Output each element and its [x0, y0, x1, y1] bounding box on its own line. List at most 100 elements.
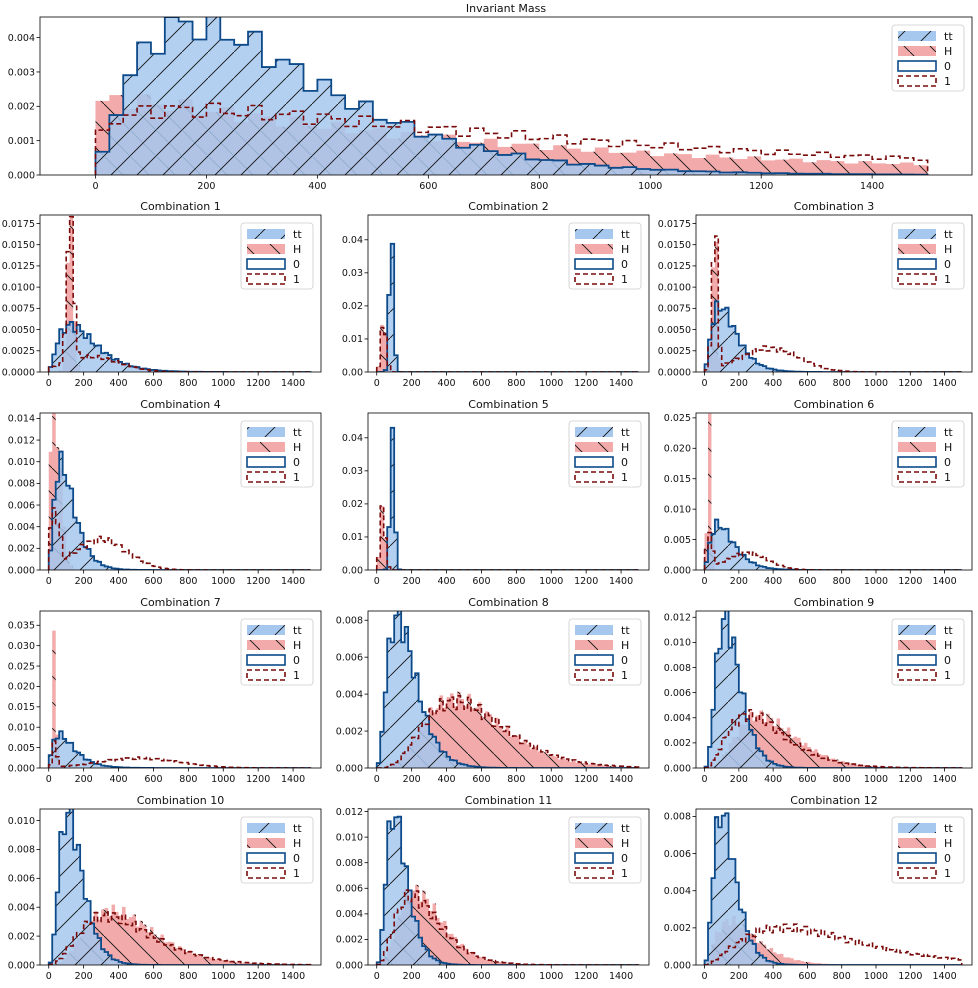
x-tick-label: 1400 — [281, 576, 305, 587]
x-tick-label: 400 — [109, 774, 127, 785]
x-tick-label: 200 — [403, 576, 421, 587]
legend-swatch — [574, 471, 614, 483]
x-tick-label: 200 — [403, 774, 421, 785]
x-tick-label: 1000 — [864, 774, 888, 785]
panel-title: Combination 9 — [794, 596, 874, 609]
x-tick-label: 1000 — [864, 971, 888, 982]
legend-label: 0 — [621, 258, 628, 271]
legend-label: 0 — [621, 654, 628, 667]
tt-histogram-hatch — [48, 809, 311, 965]
legend-swatch — [246, 867, 286, 879]
plot-area — [47, 809, 312, 965]
legend: tt H 0 1 — [568, 222, 642, 290]
y-tick-label: 0.030 — [8, 641, 35, 652]
legend-label: 0 — [621, 456, 628, 469]
legend-swatch — [897, 471, 937, 483]
legend-label: H — [944, 45, 952, 58]
x-tick-label: 200 — [75, 971, 93, 982]
y-tick-label: 0.000 — [8, 170, 35, 181]
legend: tt H 0 1 — [891, 24, 965, 92]
x-tick-label: 1000 — [211, 971, 235, 982]
x-tick-label: 400 — [109, 378, 127, 389]
axes-frame — [367, 610, 650, 769]
x-tick-label: 1000 — [211, 576, 235, 587]
panel-title: Combination 10 — [137, 794, 224, 807]
x-tick-label: 0 — [374, 774, 380, 785]
y-tick-label: 0.03 — [342, 268, 363, 279]
y-tick-label: 0.025 — [8, 661, 35, 672]
legend-box — [240, 816, 314, 884]
legend-swatch — [897, 456, 937, 468]
y-tick-label: 0.012 — [664, 613, 691, 624]
legend-swatch — [897, 669, 937, 681]
legend-label: H — [944, 441, 952, 454]
legend-swatch — [897, 75, 937, 87]
legend: tt H 0 1 — [240, 816, 314, 884]
y-tick-label: 0.010 — [8, 457, 35, 468]
axes-frame — [39, 412, 322, 571]
legend-label: 0 — [944, 258, 951, 271]
legend-label: 0 — [293, 852, 300, 865]
y-tick-label: 0.004 — [8, 903, 35, 914]
legend-swatch — [246, 456, 286, 468]
x-tick-label: 1200 — [898, 971, 922, 982]
y-tick-label: 0.00 — [342, 565, 363, 576]
x-tick-label: 1400 — [860, 181, 884, 192]
x-tick-label: 0 — [702, 774, 708, 785]
legend-label: 0 — [944, 852, 951, 865]
x-tick-label: 1000 — [864, 378, 888, 389]
y-tick-label: 0.002 — [336, 935, 363, 946]
legend-swatch-hatch — [247, 427, 285, 437]
y-tick-label: 0.000 — [664, 763, 691, 774]
x-tick-label: 600 — [472, 774, 490, 785]
y-tick-label: 0.008 — [8, 479, 35, 490]
panel-12: Combination 11 0 200 400 600 800 1000 1200 1400 0… — [336, 794, 650, 982]
x-tick-label: 1200 — [246, 378, 270, 389]
tt-histogram-hatch — [704, 519, 962, 570]
legend-box — [891, 222, 965, 290]
y-tick-label: 0.0000 — [2, 367, 35, 378]
y-tick-label: 0.004 — [336, 689, 363, 700]
axes-frame — [367, 214, 650, 373]
x-tick-label: 0 — [46, 576, 52, 587]
x-tick-label: 200 — [197, 181, 215, 192]
class1-outline — [703, 923, 963, 965]
legend-label: 1 — [293, 273, 300, 286]
legend-label: 1 — [621, 669, 628, 682]
tt-histogram-hatch — [95, 17, 928, 175]
y-tick-label: 0.004 — [336, 909, 363, 920]
legend-label: H — [293, 639, 301, 652]
x-tick-label: 1400 — [281, 971, 305, 982]
legend-swatch-hatch — [898, 823, 936, 833]
panel-7: Combination 6 0 200 400 600 800 1000 1200 1400 0.… — [664, 398, 973, 587]
y-tick-label: 0.012 — [8, 435, 35, 446]
x-tick-label: 0 — [374, 971, 380, 982]
x-tick-label: 800 — [179, 971, 197, 982]
legend-box — [891, 816, 965, 884]
legend-swatch — [897, 258, 937, 270]
legend-label: H — [621, 441, 629, 454]
legend-label: 1 — [944, 867, 951, 880]
y-tick-label: 0.0100 — [2, 282, 35, 293]
legend: tt H 0 1 — [240, 618, 314, 686]
legend-swatch-hatch — [247, 229, 285, 239]
y-tick-label: 0.000 — [8, 763, 35, 774]
legend-label: H — [621, 837, 629, 850]
y-tick-label: 0.0000 — [658, 367, 691, 378]
x-tick-label: 600 — [472, 378, 490, 389]
class0-outline — [94, 17, 929, 175]
panel-5: Combination 4 0 200 400 600 800 1000 1200 1400 0.… — [8, 398, 322, 587]
legend-swatch — [246, 654, 286, 666]
y-tick-label: 0.02 — [342, 301, 363, 312]
panel-1: Invariant Mass 0 200 400 600 800 1000 1200 1400 0… — [8, 2, 973, 192]
legend-label: 1 — [944, 273, 951, 286]
legend: tt H 0 1 — [891, 816, 965, 884]
y-tick-label: 0.002 — [8, 102, 35, 113]
y-tick-label: 0.012 — [336, 807, 363, 818]
x-tick-label: 1000 — [638, 181, 662, 192]
legend: tt H 0 1 — [568, 420, 642, 488]
y-tick-label: 0.0100 — [658, 282, 691, 293]
H-histogram-hatch — [376, 884, 639, 965]
legend-label: 0 — [944, 456, 951, 469]
legend-box — [568, 222, 642, 290]
